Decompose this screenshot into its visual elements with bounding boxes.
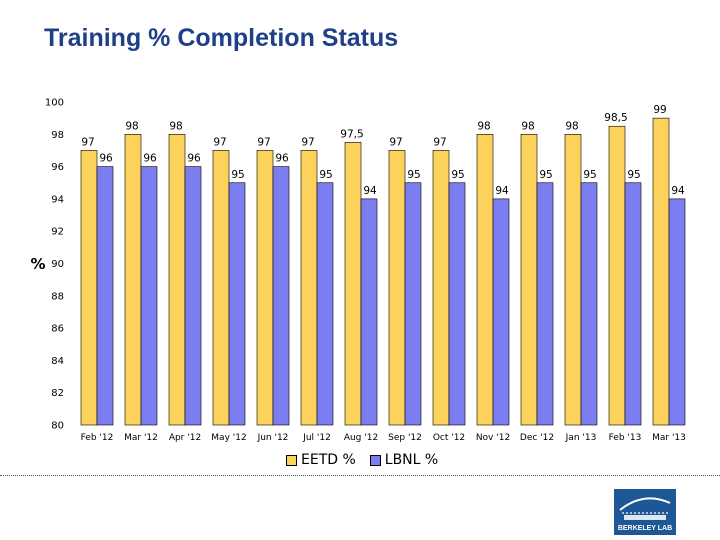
berkeley-lab-logo-icon: BERKELEY LAB [614,489,676,535]
bar-eetd [212,150,230,426]
data-label-lbnl: 94 [363,185,377,197]
bar-eetd [388,150,406,426]
data-label-lbnl: 94 [671,185,685,197]
bar-lbnl [96,166,114,426]
bar-lbnl [316,182,334,426]
bar-lbnl [624,182,642,426]
data-label-eetd: 99 [653,104,666,116]
bar-eetd [300,150,318,426]
bar-eetd [520,134,538,426]
data-label-eetd: 97 [213,136,226,148]
y-tick-label: 90 [51,259,64,270]
y-tick-label: 96 [51,162,64,173]
x-tick-label: Sep '12 [388,433,422,443]
bar-chart: 80 82 84 86 88 90 92 94 96 98 100 97 98 98 97 97 97 97,5… [30,98,686,444]
data-label-lbnl: 94 [495,185,509,197]
y-tick-label: 88 [51,291,64,302]
y-tick-label: 84 [51,356,64,367]
data-label-lbnl: 95 [583,169,596,181]
bar-eetd [256,150,274,426]
bar-eetd [652,117,670,426]
y-tick-label: 98 [51,130,64,141]
bar-lbnl [580,182,598,426]
x-tick-label: Nov '12 [476,433,510,443]
y-tick-label: 82 [51,388,64,399]
data-label-eetd: 97 [389,136,402,148]
y-tick-label: 100 [45,98,64,109]
data-labels: 97 98 98 97 97 97 97,5 97 97 98 98 98 98,5 99 96 96 96 95… [81,104,685,197]
data-label-lbnl: 96 [99,153,113,165]
data-label-eetd: 97 [81,136,94,148]
x-tick-label: Mar '12 [124,433,158,443]
y-tick-label: 86 [51,324,64,335]
y-axis-label: % [30,255,45,273]
data-label-lbnl: 96 [275,153,289,165]
bar-lbnl [536,182,554,426]
bar-lbnl [184,166,202,426]
bar-lbnl [228,182,246,426]
bar-eetd [432,150,450,426]
data-label-lbnl: 95 [627,169,640,181]
y-axis: 80 82 84 86 88 90 92 94 96 98 100 [45,98,64,432]
legend: EETD % LBNL % [286,452,438,468]
x-tick-label: Feb '13 [609,433,642,443]
y-tick-label: 92 [51,227,64,238]
data-label-lbnl: 95 [231,169,244,181]
bar-eetd [80,150,98,426]
data-label-eetd: 98,5 [604,112,627,124]
data-label-lbnl: 95 [319,169,332,181]
data-label-eetd: 98 [477,120,490,132]
x-tick-label: Feb '12 [81,433,114,443]
x-tick-label: Mar '13 [652,433,686,443]
data-label-lbnl: 96 [187,153,201,165]
bar-eetd [168,134,186,426]
data-label-lbnl: 95 [451,169,464,181]
data-label-lbnl: 96 [143,153,157,165]
data-label-eetd: 97 [301,136,314,148]
bar-lbnl [668,198,686,426]
bar-eetd [564,134,582,426]
data-label-lbnl: 95 [539,169,552,181]
x-tick-label: Dec '12 [520,433,554,443]
data-label-eetd: 98 [169,120,182,132]
data-label-eetd: 98 [125,120,138,132]
legend-item-eetd: EETD % [286,452,356,468]
x-tick-label: Jun '12 [257,433,289,443]
x-tick-label: Jul '12 [302,433,331,443]
legend-label-eetd: EETD % [301,452,356,468]
data-label-eetd: 98 [521,120,534,132]
data-label-eetd: 97 [257,136,270,148]
bar-eetd [476,134,494,426]
bar-lbnl [272,166,290,426]
bar-lbnl [404,182,422,426]
y-tick-label: 80 [51,421,64,432]
footer-divider [0,475,720,476]
x-axis: Feb '12 Mar '12 Apr '12 May '12 Jun '12 Jul '… [81,433,686,443]
legend-swatch-eetd [286,454,297,466]
bar-lbnl [492,198,510,426]
data-label-eetd: 97 [433,136,446,148]
bar-lbnl [360,198,378,426]
x-tick-label: Aug '12 [344,433,378,443]
legend-swatch-lbnl [369,454,381,466]
data-label-eetd: 98 [565,120,578,132]
legend-item-lbnl: LBNL % [369,452,439,468]
x-tick-label: Apr '12 [169,433,201,443]
bar-eetd [344,142,362,426]
logo-text: BERKELEY LAB [618,525,672,532]
y-tick-label: 94 [51,194,64,205]
bar-eetd [608,125,626,426]
bars [80,117,686,426]
bar-lbnl [140,166,158,426]
x-tick-label: May '12 [211,433,246,443]
data-label-lbnl: 95 [407,169,420,181]
bar-eetd [124,134,142,426]
legend-label-lbnl: LBNL % [384,452,439,468]
x-tick-label: Oct '12 [433,433,465,443]
page-title: Training % Completion Status [44,24,399,52]
bar-lbnl [448,182,466,426]
x-tick-label: Jan '13 [565,433,597,443]
data-label-eetd: 97,5 [340,128,363,140]
